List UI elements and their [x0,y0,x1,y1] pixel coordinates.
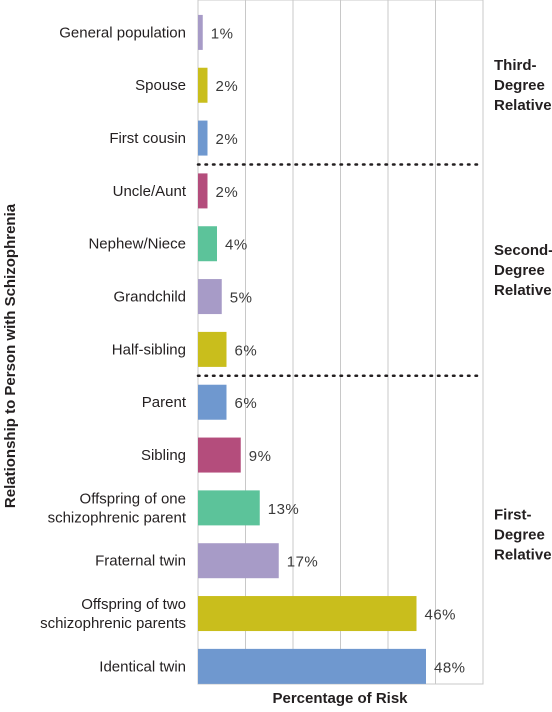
category-label: Offspring of two schizophrenic parents [40,596,186,632]
category-label: Grandchild [113,289,186,306]
bar [198,226,217,262]
category-label: First cousin [109,130,186,147]
bar [198,596,417,632]
bar [198,14,203,50]
bar [198,437,241,473]
bar [198,120,208,156]
value-label: 2% [216,131,239,148]
bar [198,490,260,526]
value-label: 6% [235,395,258,412]
value-label: 2% [216,184,239,201]
category-label: Nephew/Niece [88,236,186,253]
value-label: 6% [235,342,258,359]
category-labels: General population Spouse First cousin Uncl… [40,24,187,675]
category-label: Spouse [135,77,186,94]
category-label: Uncle/Aunt [113,183,187,200]
group-labels: Third-Degree Relative Second-Degree Relativ… [494,57,552,563]
category-label: Parent [142,394,187,411]
grid-lines [197,0,484,685]
value-label: 4% [225,237,248,254]
value-label: 46% [425,607,457,624]
value-label: 9% [249,448,272,465]
category-label: Half-sibling [112,341,186,358]
category-label: General population [59,24,186,41]
y-axis-title: Relationship to Person with Schizophreni… [2,203,19,508]
bar [198,331,227,367]
category-label: Fraternal twin [95,553,186,570]
bar [198,543,279,579]
value-label: 1% [211,25,234,42]
bars [198,14,426,684]
group-label: Third-Degree Relative [494,57,552,114]
category-label: Offspring of one schizophrenic parent [48,490,187,526]
value-label: 48% [434,659,466,676]
bar [198,384,227,420]
value-label: 13% [268,501,300,518]
value-label: 17% [287,554,319,571]
value-label: 2% [216,78,239,95]
category-label: Identical twin [99,658,186,675]
value-label: 5% [230,290,253,307]
bar [198,173,208,209]
category-label: Sibling [141,447,186,464]
value-labels: 1% 2% 2% 2% 4% 5% 6% 6% 9% 13% 17% 46% 48% [211,25,466,676]
group-label: First-Degree Relative [494,506,552,563]
bar [198,648,426,684]
group-dividers [196,163,485,378]
x-axis-title: Percentage of Risk [272,690,408,707]
group-label: Second-Degree Relative [494,242,552,299]
bar [198,67,208,103]
bar [198,279,222,315]
